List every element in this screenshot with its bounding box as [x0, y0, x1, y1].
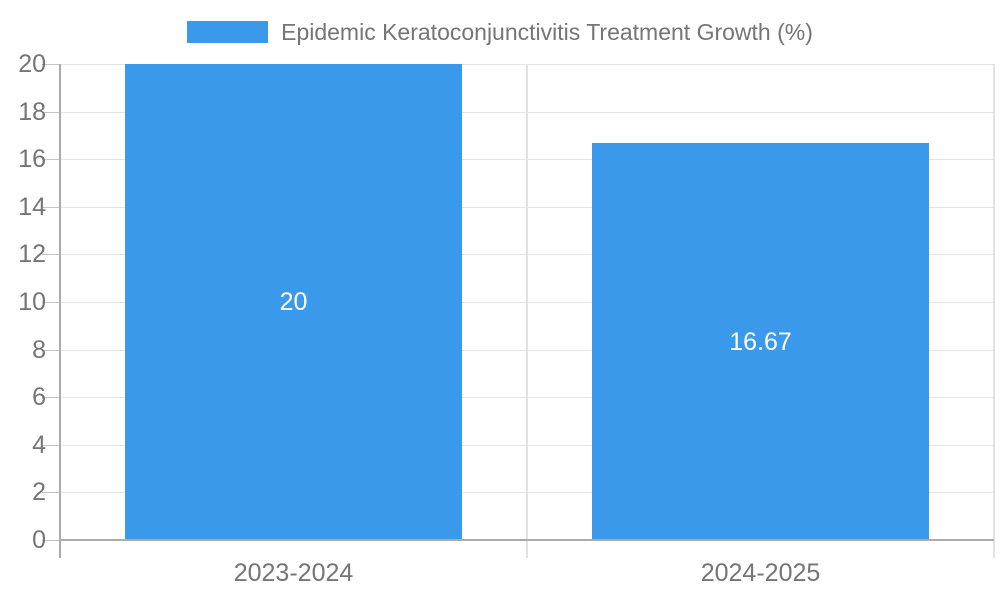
y-axis-tick: [42, 111, 60, 113]
y-tick-label: 16: [18, 145, 46, 174]
bar-value-label: 16.67: [729, 327, 792, 356]
bar[interactable]: [125, 64, 462, 539]
y-axis-tick: [42, 349, 60, 351]
legend[interactable]: Epidemic Keratoconjunctivitis Treatment …: [0, 15, 1000, 49]
y-axis-line: [59, 64, 61, 558]
y-tick-label: 20: [18, 50, 46, 78]
y-axis-tick: [42, 302, 60, 303]
y-tick-label: 14: [18, 192, 46, 221]
y-axis-tick: [42, 444, 60, 446]
x-axis-line: [60, 539, 994, 541]
y-tick-label: 18: [18, 97, 46, 126]
y-tick-label: 0: [32, 526, 46, 554]
y-axis-tick: [42, 64, 60, 65]
y-axis-tick: [42, 492, 60, 494]
y-tick-label: 6: [32, 383, 46, 412]
y-axis-tick: [42, 254, 60, 256]
y-axis-tick: [42, 159, 60, 161]
category-divider: [993, 64, 995, 558]
y-axis-tick: [42, 206, 60, 208]
y-tick-label: 8: [32, 335, 46, 364]
x-tick-label: 2023-2024: [233, 559, 354, 587]
y-tick-label: 12: [18, 240, 46, 269]
y-axis-tick: [42, 397, 60, 399]
y-tick-label: 4: [32, 430, 46, 459]
legend-label: Epidemic Keratoconjunctivitis Treatment …: [281, 18, 813, 45]
category-divider: [526, 64, 528, 558]
y-tick-label: 2: [32, 478, 46, 507]
x-tick-label: 2024-2025: [700, 559, 821, 587]
y-tick-label: 10: [18, 288, 46, 316]
bar[interactable]: [592, 143, 929, 539]
y-axis-tick: [42, 540, 60, 541]
legend-swatch-icon: [187, 21, 269, 43]
bar-value-label: 20: [279, 288, 308, 316]
